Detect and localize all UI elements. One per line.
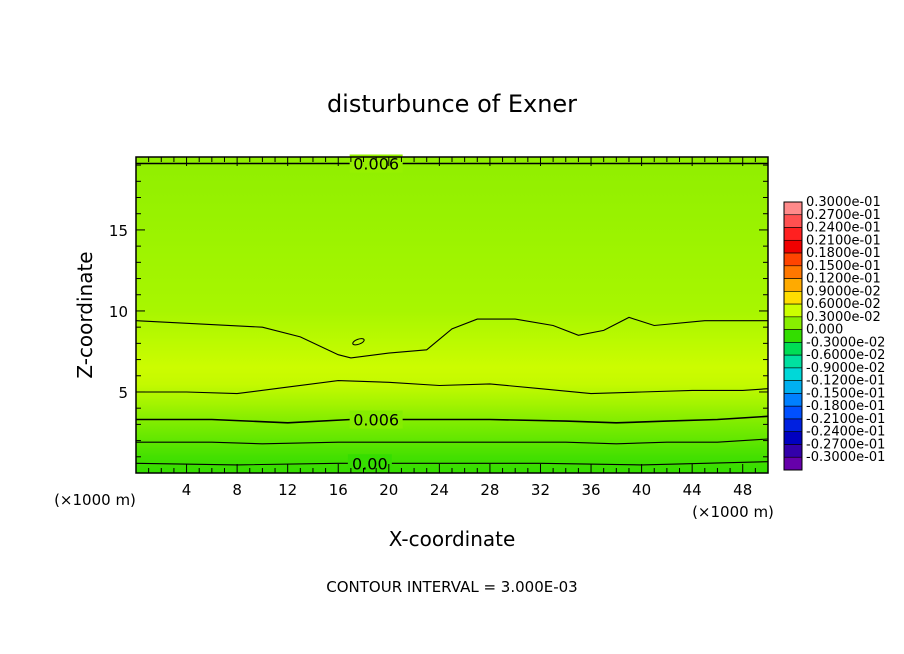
y-tick-label: 5 xyxy=(118,384,128,402)
x-tick-label: 8 xyxy=(232,481,242,499)
x-tick-label: 44 xyxy=(683,481,702,499)
colorbar-label: -0.9000e-02 xyxy=(806,361,885,376)
colorbar-swatch xyxy=(783,444,803,458)
colorbar-label: -0.2700e-01 xyxy=(806,437,885,452)
contour-label: 0.006 xyxy=(353,411,399,430)
colorbar-swatch xyxy=(783,227,803,241)
colorbar-swatch xyxy=(783,405,803,420)
colorbar-label: -0.2100e-01 xyxy=(806,412,885,427)
x-tick-label: 28 xyxy=(480,481,499,499)
colorbar-label: 0.2400e-01 xyxy=(806,221,881,236)
contour-label: 0.00 xyxy=(352,454,388,473)
x-unit-left: (×1000 m) xyxy=(54,491,136,509)
colorbar-swatch xyxy=(783,316,803,330)
colorbar-label: 0.1200e-01 xyxy=(806,272,881,287)
colorbar-label: -0.6000e-02 xyxy=(806,348,885,363)
x-tick-label: 24 xyxy=(430,481,449,499)
colorbar-label: 0.6000e-02 xyxy=(806,297,881,312)
contour-label-bg xyxy=(349,410,403,429)
colorbar-label: -0.2400e-01 xyxy=(806,425,885,440)
y-axis-ticks: 5 10 15 xyxy=(109,164,768,458)
x-tick-label: 48 xyxy=(733,481,752,499)
colorbar-label: -0.1800e-01 xyxy=(806,399,885,414)
colorbar-swatch xyxy=(783,342,803,356)
colorbar-swatch xyxy=(783,329,803,343)
colorbar-frame xyxy=(783,201,803,471)
colorbar-swatch xyxy=(783,278,803,292)
colorbar-swatch xyxy=(783,393,803,407)
colorbar-label: -0.3000e-01 xyxy=(806,450,885,465)
contour-line xyxy=(136,316,768,359)
x-tick-label: 32 xyxy=(531,481,550,499)
contour-line xyxy=(136,438,768,445)
colorbar-swatch xyxy=(783,354,803,369)
x-tick-label: 16 xyxy=(329,481,348,499)
x-unit-right: (×1000 m) xyxy=(692,503,774,521)
colorbar-swatch xyxy=(783,431,803,445)
colorbar-swatch xyxy=(783,367,803,381)
contour-label: 0.006 xyxy=(353,154,399,173)
colorbar-label: 0.1500e-01 xyxy=(806,259,881,274)
colorbar-swatch xyxy=(783,214,803,228)
contour-line xyxy=(136,415,768,424)
colorbar: 0.3000e-010.2700e-010.2400e-010.2100e-01… xyxy=(783,195,885,471)
x-axis-ticks: 4 8 12 16 20 24 28 32 36 40 44 48 xyxy=(148,157,756,499)
colorbar-swatch xyxy=(783,303,803,318)
colorbar-swatch xyxy=(783,418,803,433)
y-tick-label: 15 xyxy=(109,222,128,240)
y-tick-label: 10 xyxy=(109,303,128,321)
contour-interval-note: CONTOUR INTERVAL = 3.000E-03 xyxy=(326,578,577,596)
contour-line xyxy=(136,380,768,395)
colorbar-swatch xyxy=(783,380,803,394)
colorbar-label: 0.000 xyxy=(806,323,843,338)
colorbar-label: 0.9000e-02 xyxy=(806,284,881,299)
plot-background xyxy=(136,157,768,473)
contour-island xyxy=(352,338,365,346)
contour-labels: 0.006 0.006 0.00 xyxy=(347,154,403,473)
x-tick-label: 20 xyxy=(379,481,398,499)
contour-label-bg xyxy=(349,154,403,173)
colorbar-label: 0.3000e-01 xyxy=(806,195,881,210)
colorbar-label: 0.2700e-01 xyxy=(806,208,881,223)
colorbar-swatch xyxy=(783,239,803,254)
x-axis-label: X-coordinate xyxy=(389,527,516,551)
x-tick-label: 36 xyxy=(581,481,600,499)
colorbar-swatch xyxy=(783,456,803,471)
y-axis-label: Z-coordinate xyxy=(73,251,97,378)
colorbar-label: -0.3000e-02 xyxy=(806,335,885,350)
chart-title: disturbunce of Exner xyxy=(327,90,577,118)
colorbar-label: -0.1500e-01 xyxy=(806,386,885,401)
colorbar-label: 0.1800e-01 xyxy=(806,246,881,261)
colorbar-label: -0.1200e-01 xyxy=(806,374,885,389)
contour-label-bg xyxy=(347,454,392,473)
colorbar-swatch xyxy=(783,201,803,216)
colorbar-swatch xyxy=(783,252,803,267)
x-tick-label: 4 xyxy=(182,481,192,499)
colorbar-label: 0.3000e-02 xyxy=(806,310,881,325)
colorbar-swatch xyxy=(783,265,803,279)
colorbar-label: 0.2100e-01 xyxy=(806,233,881,248)
colorbar-swatch xyxy=(783,291,803,305)
x-tick-label: 40 xyxy=(632,481,651,499)
x-tick-label: 12 xyxy=(278,481,297,499)
